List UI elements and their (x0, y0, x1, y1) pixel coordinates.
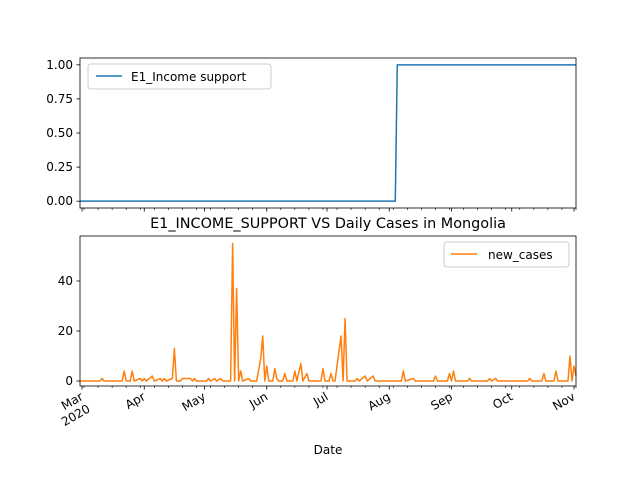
bottom-y-tick-label: 20 (58, 324, 73, 338)
top-legend-box (87, 63, 272, 90)
bottom-legend-box (443, 241, 570, 268)
top-y-tick-label: 0.25 (46, 160, 73, 174)
bottom-y-tick-label: 0 (65, 374, 73, 388)
bottom-y-ticks: 0 20 40 (58, 274, 80, 388)
bottom-x-axis-label: Date (314, 443, 343, 457)
bottom-legend: new_cases (443, 241, 570, 268)
top-series-line-0 (80, 64, 576, 202)
top-x-ticks (81, 208, 577, 212)
top-y-tick-label: 0.00 (46, 194, 73, 208)
top-legend-label: E1_Income support (131, 70, 247, 84)
bottom-series-layer (80, 242, 577, 382)
top-series-layer (80, 64, 576, 202)
bottom-axes-frame (79, 235, 577, 387)
bottom-series-line-0 (80, 242, 577, 382)
top-y-tick-label: 1.00 (46, 58, 73, 72)
bottom-chart-title: E1_INCOME_SUPPORT VS Daily Cases in Mong… (150, 216, 506, 232)
top-y-ticks: 0.00 0.25 0.50 0.75 1.00 (46, 58, 80, 208)
top-legend: E1_Income support (87, 63, 272, 90)
top-y-tick-label: 0.75 (46, 92, 73, 106)
bottom-legend-label: new_cases (488, 248, 553, 262)
bottom-y-tick-label: 40 (58, 274, 73, 288)
top-y-tick-label: 0.50 (46, 126, 73, 140)
top-subplot: 0.00 0.25 0.50 0.75 1.00 E1_Income support (46, 57, 577, 212)
bottom-x-tick-label: Jul (310, 389, 330, 409)
